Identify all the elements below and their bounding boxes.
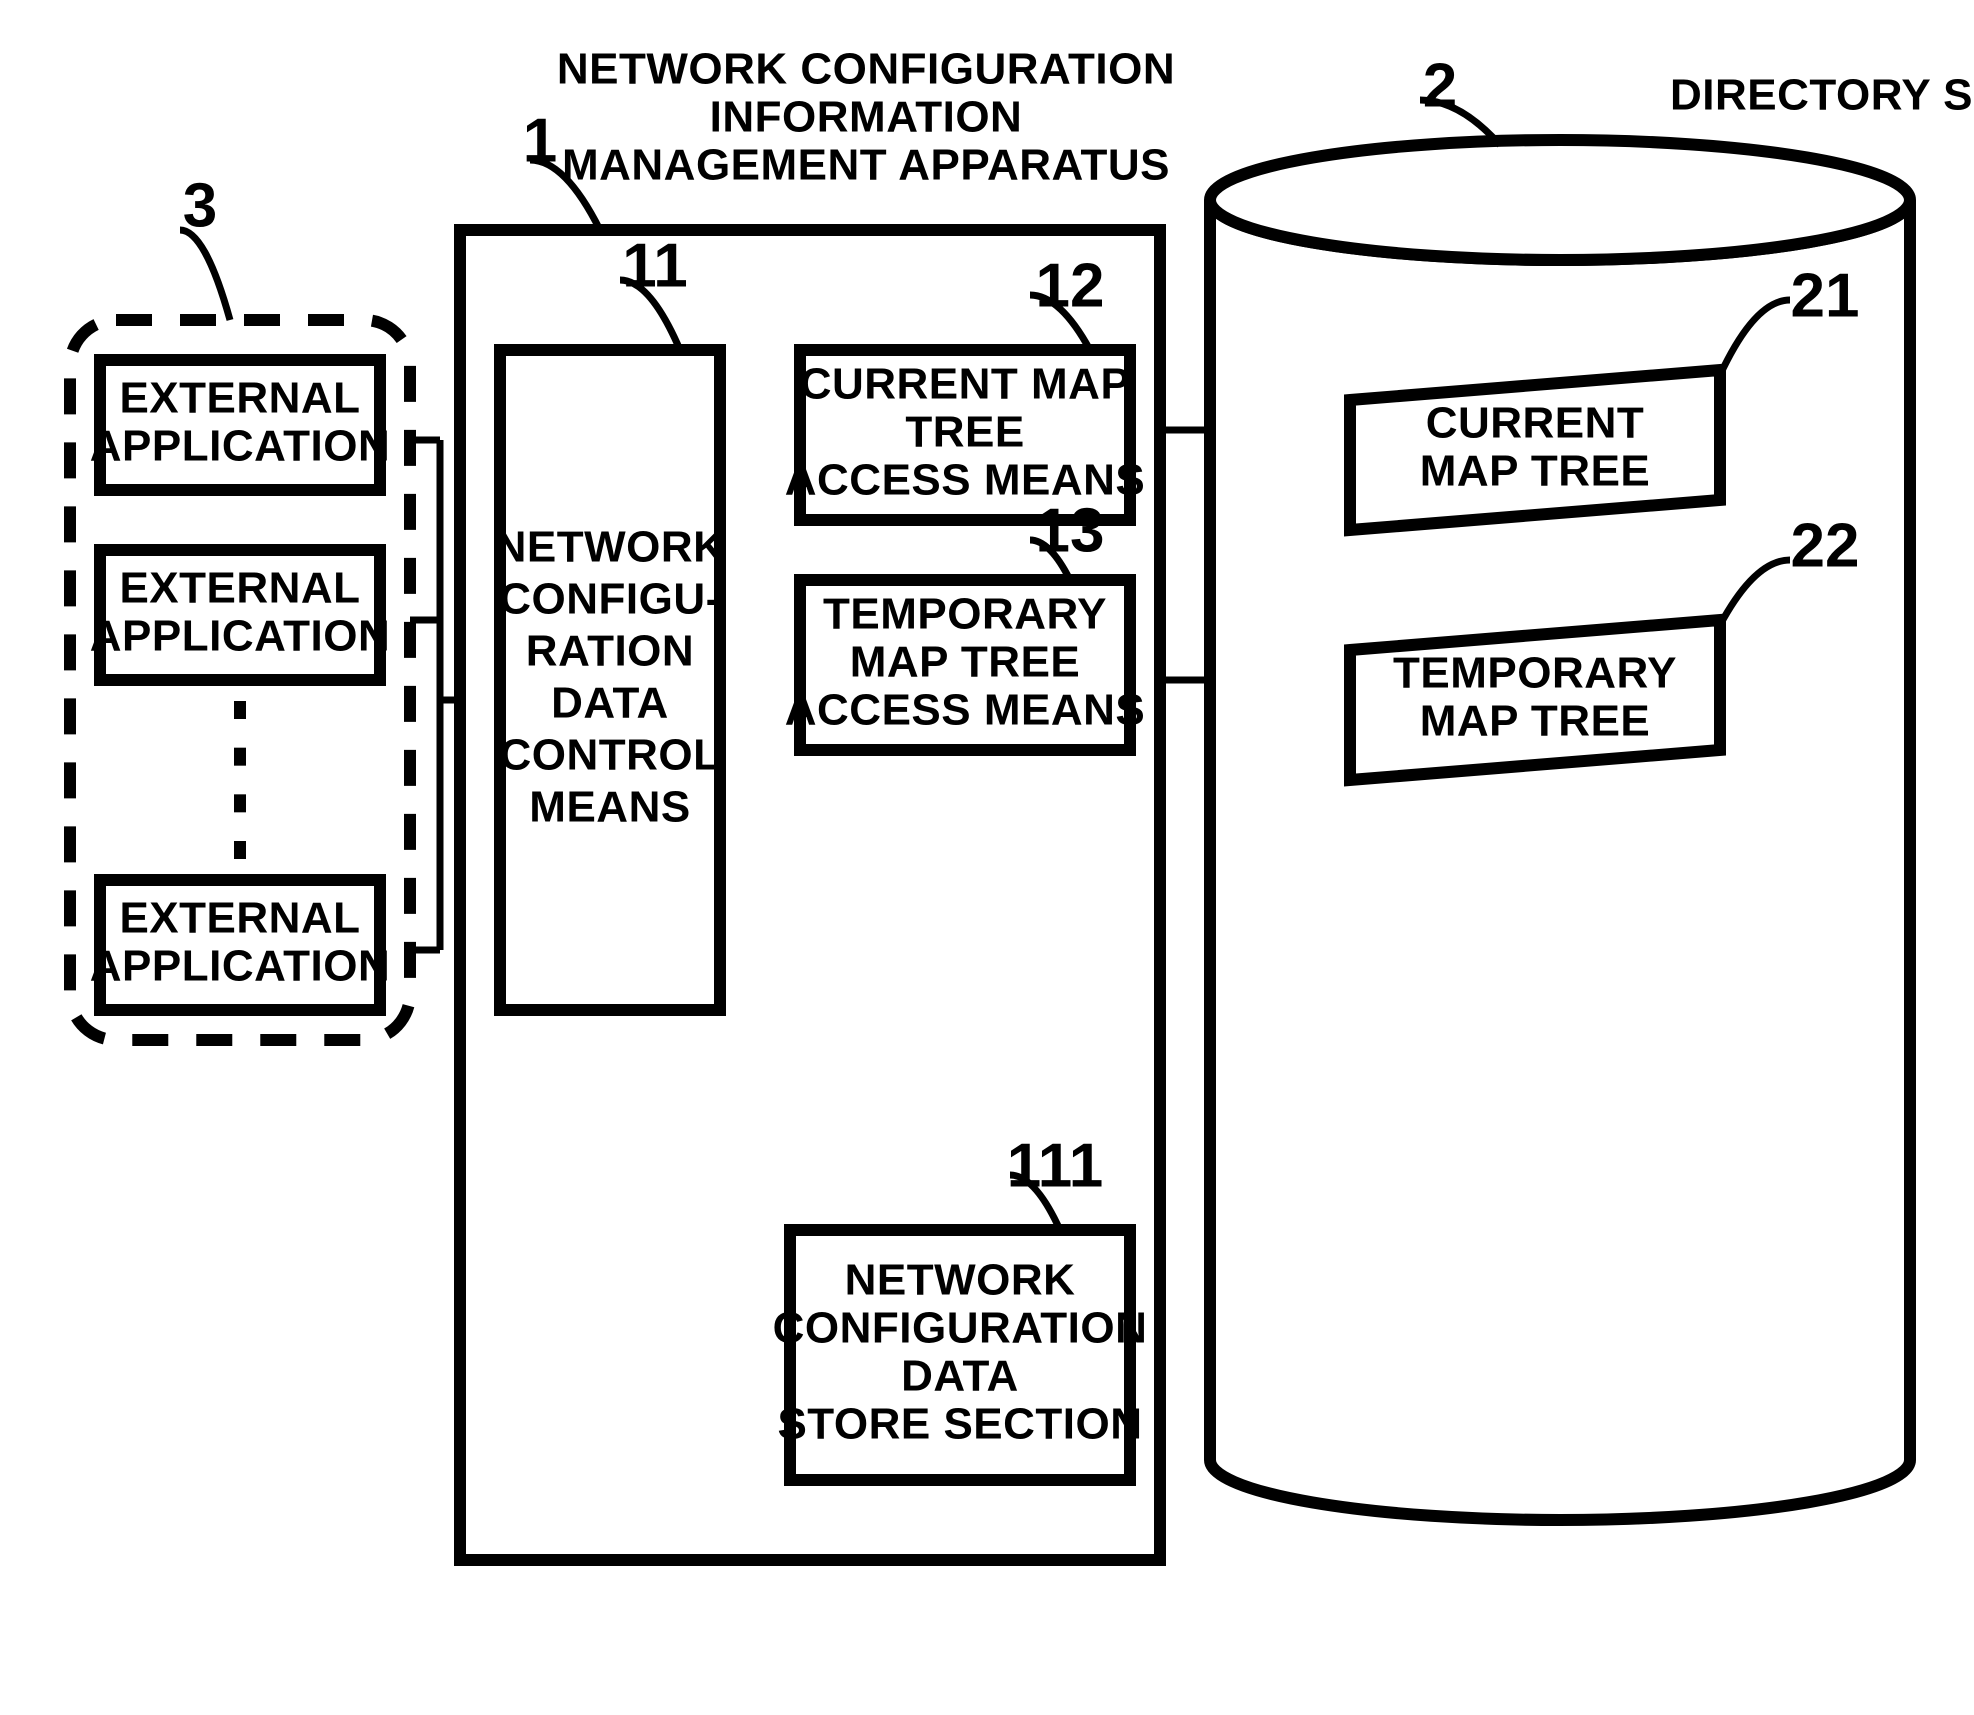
svg-text:NETWORK: NETWORK	[845, 1256, 1076, 1305]
current-map-tree-label: CURRENTMAP TREE	[1420, 399, 1651, 496]
svg-text:RATION: RATION	[526, 627, 694, 676]
svg-text:CURRENT MAP: CURRENT MAP	[800, 360, 1131, 409]
svg-text:NETWORK: NETWORK	[495, 523, 726, 572]
external-application-label: EXTERNALAPPLICATION	[90, 564, 390, 661]
svg-text:INFORMATION: INFORMATION	[710, 93, 1023, 142]
ref-number: 3	[183, 171, 217, 240]
svg-text:NETWORK CONFIGURATION: NETWORK CONFIGURATION	[557, 45, 1175, 94]
ref-number: 21	[1791, 261, 1860, 330]
svg-text:TEMPORARY: TEMPORARY	[823, 590, 1107, 639]
svg-text:ACCESS MEANS: ACCESS MEANS	[785, 686, 1146, 735]
external-application-label: EXTERNALAPPLICATION	[90, 894, 390, 991]
ref-number: 2	[1423, 51, 1457, 120]
svg-text:DATA: DATA	[901, 1352, 1019, 1401]
ref-number: 13	[1036, 496, 1105, 565]
svg-text:TEMPORARY: TEMPORARY	[1393, 649, 1677, 698]
svg-text:MAP TREE: MAP TREE	[850, 638, 1081, 687]
svg-text:CURRENT: CURRENT	[1426, 399, 1645, 448]
svg-text:MAP TREE: MAP TREE	[1420, 447, 1651, 496]
ref-number: 22	[1791, 511, 1860, 580]
svg-text:MANAGEMENT APPARATUS: MANAGEMENT APPARATUS	[562, 141, 1170, 190]
svg-text:APPLICATION: APPLICATION	[90, 612, 390, 661]
svg-text:APPLICATION: APPLICATION	[90, 942, 390, 991]
svg-text:EXTERNAL: EXTERNAL	[119, 564, 360, 613]
directory-server-title: DIRECTORY SERVER	[1670, 71, 1974, 120]
svg-text:EXTERNAL: EXTERNAL	[119, 374, 360, 423]
ref-number: 11	[622, 231, 688, 300]
svg-text:CONTROL: CONTROL	[499, 731, 720, 780]
ref-number: 12	[1036, 251, 1105, 320]
temporary-map-tree-label: TEMPORARYMAP TREE	[1393, 649, 1677, 746]
svg-text:CONFIGU-: CONFIGU-	[499, 575, 721, 624]
svg-text:APPLICATION: APPLICATION	[90, 422, 390, 471]
svg-text:MEANS: MEANS	[529, 783, 690, 832]
svg-text:EXTERNAL: EXTERNAL	[119, 894, 360, 943]
svg-text:CONFIGURATION: CONFIGURATION	[773, 1304, 1148, 1353]
external-application-label: EXTERNALAPPLICATION	[90, 374, 390, 471]
svg-text:MAP TREE: MAP TREE	[1420, 697, 1651, 746]
ref-number: 1	[523, 106, 557, 175]
cylinder-top	[1210, 140, 1910, 260]
ref-number: 111	[1007, 1131, 1104, 1200]
svg-text:DATA: DATA	[551, 679, 669, 728]
svg-text:TREE: TREE	[905, 408, 1024, 457]
svg-text:STORE SECTION: STORE SECTION	[777, 1400, 1142, 1449]
